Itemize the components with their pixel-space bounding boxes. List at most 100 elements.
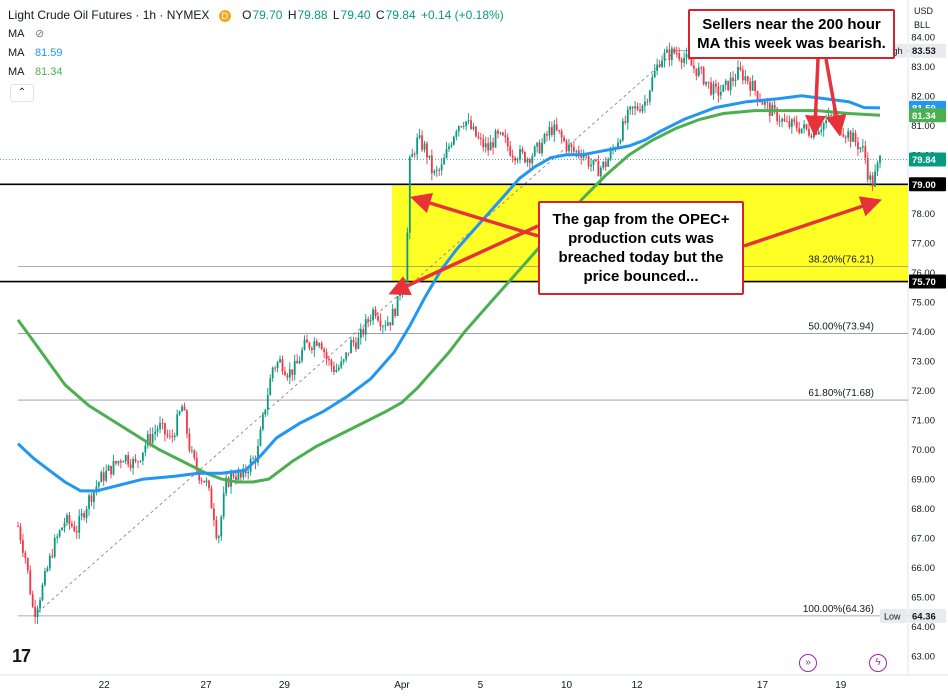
price-label-box bbox=[909, 108, 946, 123]
candle-body bbox=[41, 584, 44, 601]
goto-realtime-icon[interactable]: » bbox=[799, 654, 817, 672]
candle-body bbox=[844, 136, 847, 138]
collapse-legend-button[interactable]: ⌃ bbox=[10, 84, 34, 102]
candle-body bbox=[683, 57, 685, 63]
candle-body bbox=[636, 106, 639, 110]
candle-body bbox=[264, 409, 267, 415]
candle-body bbox=[746, 76, 749, 82]
candle-body bbox=[357, 337, 360, 349]
candle-body bbox=[122, 461, 125, 463]
candle-body bbox=[418, 135, 421, 138]
candle-body bbox=[119, 461, 122, 463]
tradingview-logo[interactable]: 17 bbox=[12, 646, 31, 666]
candle-body bbox=[29, 570, 32, 595]
price-label-box bbox=[909, 274, 946, 289]
candle-body bbox=[783, 118, 786, 122]
candle-body bbox=[646, 101, 649, 103]
candle-body bbox=[75, 531, 78, 533]
candle-body bbox=[825, 120, 828, 124]
callout-sellers: Sellers near the 200 hour MA this week w… bbox=[688, 9, 895, 59]
candle-body bbox=[866, 158, 869, 180]
indicator-ma-3[interactable]: MA 81.34 bbox=[8, 66, 63, 78]
candle-body bbox=[70, 523, 73, 527]
candle-body bbox=[369, 320, 372, 322]
candle-body bbox=[83, 513, 86, 518]
indicator-ma-2[interactable]: MA 81.59 bbox=[8, 47, 63, 59]
candle-body bbox=[666, 49, 668, 53]
candle-body bbox=[391, 308, 394, 326]
candle-body bbox=[499, 132, 502, 134]
candle-body bbox=[44, 571, 46, 585]
candle-body bbox=[320, 343, 323, 350]
candle-body bbox=[489, 142, 492, 151]
y-tick-label: 63.00 bbox=[911, 652, 935, 663]
candle-body bbox=[110, 465, 112, 475]
candle-body bbox=[729, 77, 732, 91]
candle-body bbox=[203, 480, 206, 483]
ma-1-hidden-icon[interactable]: ⊘ bbox=[34, 28, 45, 40]
y-tick-label: 75.00 bbox=[911, 298, 935, 309]
candle-body bbox=[448, 146, 450, 150]
candle-body bbox=[668, 49, 671, 61]
annotation-arrow bbox=[409, 193, 539, 238]
price-label: 79.84 bbox=[912, 155, 936, 166]
candle-body bbox=[724, 80, 727, 85]
candle-body bbox=[854, 132, 857, 143]
candle-body bbox=[80, 513, 83, 517]
candle-body bbox=[261, 414, 264, 430]
candle-body bbox=[773, 104, 776, 109]
candle-body bbox=[443, 157, 446, 165]
candle-body bbox=[756, 91, 759, 101]
candle-body bbox=[235, 476, 237, 481]
candle-body bbox=[832, 115, 835, 118]
candle-body bbox=[421, 135, 423, 150]
lightning-icon[interactable]: ϟ bbox=[869, 654, 887, 672]
candle-body bbox=[587, 155, 590, 167]
candle-body bbox=[279, 359, 281, 363]
candle-body bbox=[651, 77, 654, 91]
candle-body bbox=[790, 119, 793, 128]
candle-body bbox=[313, 341, 316, 351]
candle-body bbox=[553, 124, 556, 135]
candle-body bbox=[227, 477, 230, 487]
candle-body bbox=[173, 435, 176, 438]
x-tick-label: Apr bbox=[394, 680, 410, 691]
candle-body bbox=[102, 472, 105, 481]
candle-body bbox=[132, 458, 134, 468]
price-label-box bbox=[909, 177, 946, 192]
candle-body bbox=[685, 53, 688, 58]
candle-body bbox=[450, 144, 453, 147]
candle-body bbox=[462, 126, 465, 127]
x-tick-label: 27 bbox=[201, 680, 213, 691]
candle-body bbox=[68, 515, 71, 524]
currency-label[interactable]: USD BLL bbox=[914, 6, 934, 30]
ohlc-close: C79.84 bbox=[375, 8, 416, 22]
candle-body bbox=[568, 144, 570, 152]
candle-body bbox=[501, 132, 504, 136]
price-label: 83.53 bbox=[912, 46, 936, 57]
candle-body bbox=[546, 134, 548, 136]
candle-body bbox=[411, 153, 414, 158]
candle-body bbox=[303, 339, 306, 350]
indicator-ma-1[interactable]: MA ⊘ bbox=[8, 28, 45, 40]
candle-body bbox=[97, 482, 100, 487]
candle-body bbox=[149, 434, 152, 443]
candle-body bbox=[484, 143, 487, 148]
candle-body bbox=[381, 326, 384, 328]
candle-body bbox=[168, 435, 171, 437]
candle-body bbox=[472, 126, 475, 129]
y-tick-label: 82.00 bbox=[911, 91, 935, 102]
symbol-title[interactable]: Light Crude Oil Futures · 1h · NYMEX bbox=[8, 8, 210, 22]
candle-body bbox=[301, 349, 303, 361]
candle-body bbox=[355, 342, 357, 349]
x-tick-label: 22 bbox=[99, 680, 111, 691]
candle-body bbox=[347, 352, 350, 354]
candle-body bbox=[656, 64, 659, 71]
candle-body bbox=[617, 142, 619, 149]
candle-body bbox=[712, 83, 715, 95]
candle-body bbox=[46, 568, 49, 572]
candle-body bbox=[477, 136, 480, 139]
candle-body bbox=[85, 508, 88, 518]
candle-body bbox=[141, 452, 144, 461]
